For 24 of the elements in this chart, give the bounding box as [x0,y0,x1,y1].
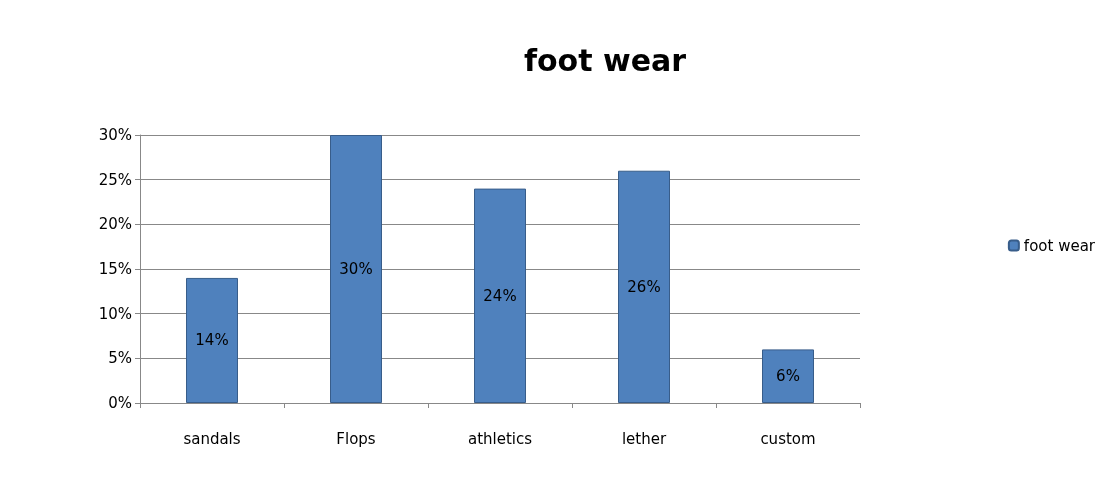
x-tick-label: custom [760,429,816,448]
data-label: 6% [776,367,800,386]
data-label: 14% [195,331,229,350]
x-tick-label: sandals [183,429,241,448]
bar [762,349,814,403]
chart-title: foot wear [523,42,687,78]
legend-label: foot wear [1023,236,1096,255]
data-label: 24% [483,286,517,305]
data-label: 30% [339,260,373,278]
x-tick-label: Flops [336,429,376,448]
y-tick-label: 5% [108,349,132,368]
y-tick-label: 30% [98,126,132,144]
y-tick-label: 10% [98,304,132,323]
data-label: 26% [627,277,661,296]
x-tick-label: lether [621,429,667,448]
x-tick-label: athletics [467,429,533,448]
bar [618,170,670,403]
y-tick-label: 0% [108,394,132,412]
y-tick-label: 25% [98,170,132,189]
y-tick-label: 20% [98,215,132,234]
bar [330,135,382,403]
y-tick-label: 15% [98,260,132,278]
bar [186,277,238,403]
bar [474,188,526,403]
